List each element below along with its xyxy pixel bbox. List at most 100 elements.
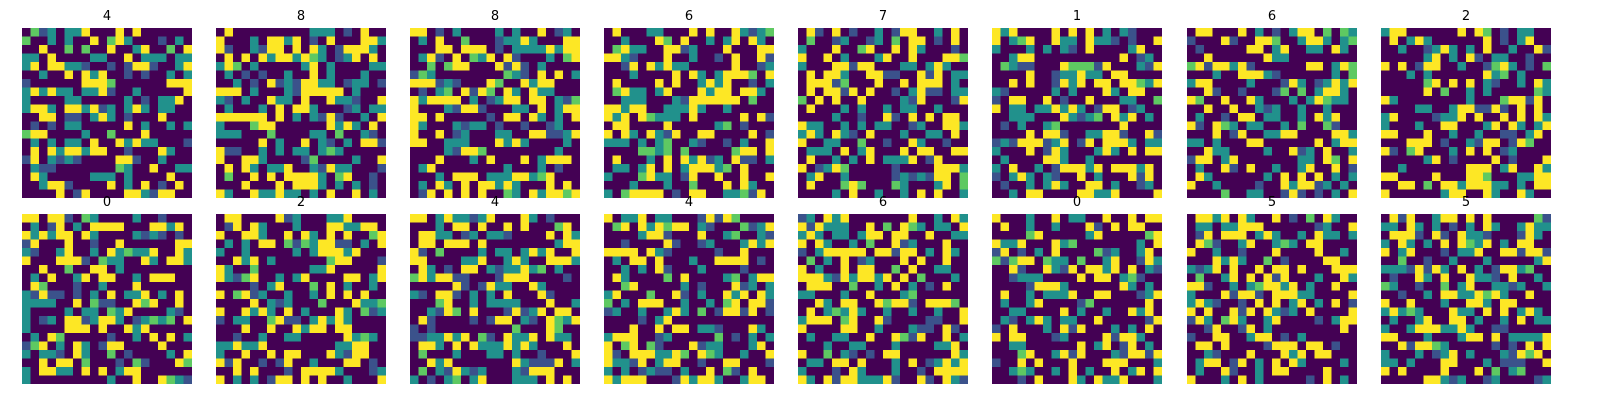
heatmap-cell xyxy=(1542,181,1551,190)
heatmap-cell xyxy=(748,239,758,249)
heatmap-cell xyxy=(1331,172,1341,182)
heatmap-cell xyxy=(798,273,807,283)
heatmap-cell xyxy=(765,290,774,300)
heatmap-cell xyxy=(697,299,707,308)
heatmap-cell xyxy=(56,45,65,54)
heatmap-cell xyxy=(1068,96,1078,105)
heatmap-cell xyxy=(115,28,125,37)
heatmap-cell xyxy=(47,265,57,274)
heatmap-cell xyxy=(714,333,724,342)
heatmap-cell xyxy=(166,375,176,384)
heatmap-cell xyxy=(292,62,302,71)
heatmap-cell xyxy=(689,70,698,80)
heatmap-cell xyxy=(267,189,276,198)
heatmap-cell xyxy=(1466,172,1475,182)
heatmap-cell xyxy=(1043,164,1052,173)
heatmap-cell xyxy=(806,189,816,198)
heatmap-cell xyxy=(335,87,344,97)
heatmap-cell xyxy=(563,104,572,114)
heatmap-cell xyxy=(529,333,538,342)
heatmap-cell xyxy=(267,367,276,376)
heatmap-cell xyxy=(646,121,656,131)
heatmap-cell xyxy=(689,248,698,257)
heatmap-cell xyxy=(646,248,656,257)
heatmap-cell xyxy=(537,130,547,139)
heatmap-cell xyxy=(806,147,816,156)
heatmap-cell xyxy=(250,358,259,368)
heatmap-cell xyxy=(1145,53,1154,63)
heatmap-cell xyxy=(866,53,875,63)
heatmap-cell xyxy=(183,36,192,46)
heatmap-cell xyxy=(638,282,647,291)
heatmap-cell xyxy=(90,62,99,71)
heatmap-cell xyxy=(934,248,943,257)
heatmap-cell xyxy=(166,222,176,232)
heatmap-cell xyxy=(124,164,133,173)
heatmap-cell xyxy=(1128,70,1137,80)
heatmap-cell xyxy=(115,239,125,249)
heatmap-cell xyxy=(503,130,513,139)
heatmap-cell xyxy=(469,164,479,173)
heatmap-cell xyxy=(175,316,184,325)
heatmap-cell xyxy=(435,239,445,249)
heatmap-cell xyxy=(124,104,133,114)
heatmap-cell xyxy=(1306,45,1315,54)
heatmap-cell xyxy=(73,333,82,342)
heatmap-cell xyxy=(1034,113,1044,122)
panel-title: 7 xyxy=(878,9,888,24)
heatmap-cell xyxy=(1128,53,1137,63)
heatmap-cell xyxy=(47,155,57,165)
heatmap-cell xyxy=(22,333,31,342)
heatmap-cell xyxy=(418,189,428,198)
heatmap-cell xyxy=(563,316,572,325)
heatmap-cell xyxy=(115,130,125,139)
heatmap-cell xyxy=(959,62,968,71)
heatmap-cell xyxy=(900,36,909,46)
heatmap-cell xyxy=(680,104,690,114)
heatmap-cell xyxy=(1102,87,1112,97)
heatmap-cell xyxy=(318,121,327,131)
heatmap-cell xyxy=(335,104,344,114)
heatmap-cell xyxy=(706,316,715,325)
heatmap-cell xyxy=(706,181,715,190)
heatmap-cell xyxy=(275,290,285,300)
heatmap-cell xyxy=(563,307,572,317)
heatmap-cell xyxy=(435,350,445,359)
heatmap-cell xyxy=(275,265,285,274)
heatmap-cell xyxy=(546,290,555,300)
heatmap-cell xyxy=(292,113,302,122)
heatmap-cell xyxy=(73,231,82,240)
heatmap-cell xyxy=(166,164,176,173)
heatmap-cell xyxy=(343,239,353,249)
heatmap-cell xyxy=(469,138,479,148)
heatmap-cell xyxy=(1060,53,1069,63)
heatmap-cell xyxy=(1034,181,1044,190)
heatmap-cell xyxy=(250,104,259,114)
heatmap-cell xyxy=(554,79,564,88)
heatmap-cell xyxy=(1246,45,1256,54)
heatmap-cell xyxy=(925,222,935,232)
heatmap-cell xyxy=(689,121,698,131)
heatmap-cell xyxy=(1060,36,1069,46)
heatmap-cell xyxy=(343,214,353,223)
heatmap-cell xyxy=(883,231,892,240)
heatmap-cell xyxy=(1314,53,1324,63)
heatmap-cell xyxy=(47,164,57,173)
heatmap-cell xyxy=(469,333,479,342)
heatmap-cell xyxy=(891,70,901,80)
heatmap-cell xyxy=(520,222,530,232)
heatmap-cell xyxy=(81,239,91,249)
heatmap-cell xyxy=(1449,28,1458,37)
heatmap-cell xyxy=(258,367,268,376)
heatmap-cell xyxy=(1398,36,1407,46)
heatmap-cell xyxy=(98,375,108,384)
heatmap-cell xyxy=(655,214,664,223)
heatmap-cell xyxy=(1406,62,1416,71)
heatmap-cell xyxy=(258,265,268,274)
heatmap-cell xyxy=(798,113,807,122)
heatmap-cell xyxy=(689,36,698,46)
heatmap-cell xyxy=(444,155,453,165)
heatmap-cell xyxy=(806,214,816,223)
heatmap-cell xyxy=(832,181,841,190)
heatmap-cell xyxy=(343,138,353,148)
